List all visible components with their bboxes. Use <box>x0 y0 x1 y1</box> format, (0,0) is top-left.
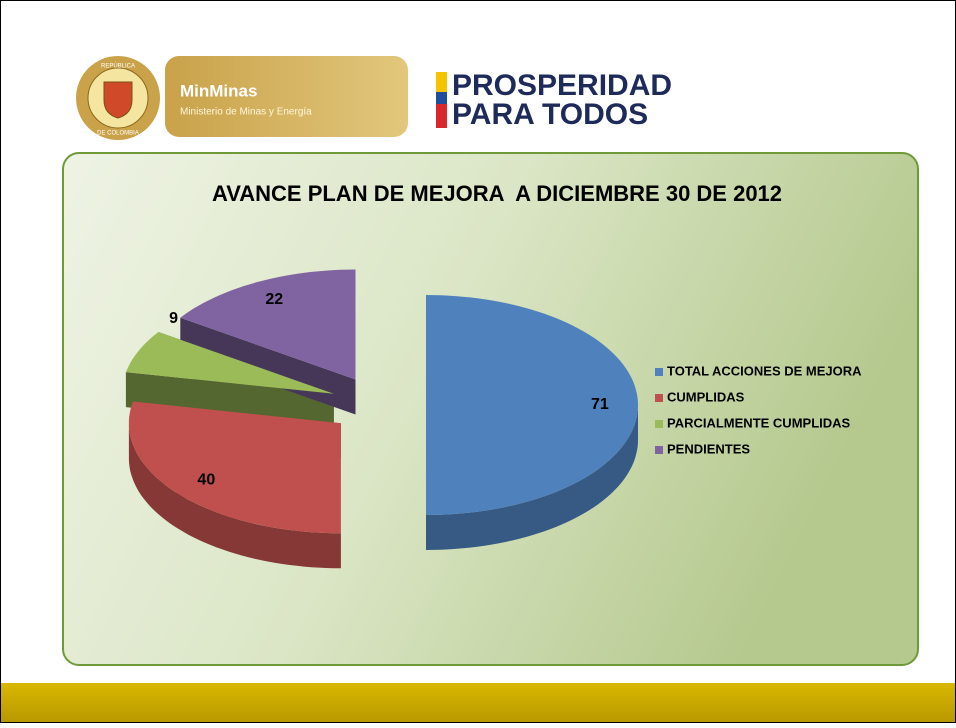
slogan: PROSPERIDAD <box>452 69 672 102</box>
slice-side <box>128 423 341 569</box>
legend-label: TOTAL ACCIONES DE MEJORA <box>667 363 862 378</box>
data-label: 40 <box>197 472 215 489</box>
legend-label: CUMPLIDAS <box>667 389 745 404</box>
slogan: PARA TODOS <box>452 98 648 131</box>
chart-title: AVANCE PLAN DE MEJORA A DICIEMBRE 30 DE … <box>212 181 782 206</box>
flag-red <box>436 104 447 128</box>
seal-text: DE COLOMBIA <box>97 131 139 137</box>
slice-side <box>125 372 334 429</box>
legend-label: PARCIALMENTE CUMPLIDAS <box>667 415 851 430</box>
legend-swatch <box>655 420 663 428</box>
legend-swatch <box>655 394 663 402</box>
flag-yellow <box>436 72 447 92</box>
seal-shield <box>103 81 133 119</box>
pie-slice <box>125 332 334 394</box>
legend-swatch <box>655 446 663 454</box>
bottom-band <box>1 683 955 722</box>
seal-text: REPÚBLICA <box>101 63 135 70</box>
pie-slice <box>180 269 356 380</box>
slice-side <box>426 405 638 550</box>
legend-swatch <box>655 368 663 376</box>
data-label: 22 <box>265 291 283 308</box>
brand-box <box>165 56 408 137</box>
legend-label: PENDIENTES <box>667 441 750 456</box>
brand: MinMinas <box>180 81 257 100</box>
data-label: 9 <box>169 310 178 327</box>
brand-subtitle: Ministerio de Minas y Energía <box>180 107 312 118</box>
flag-blue <box>436 92 447 104</box>
data-label: 71 <box>591 396 609 413</box>
pie-slice <box>426 295 638 515</box>
pie-slice <box>128 401 341 534</box>
